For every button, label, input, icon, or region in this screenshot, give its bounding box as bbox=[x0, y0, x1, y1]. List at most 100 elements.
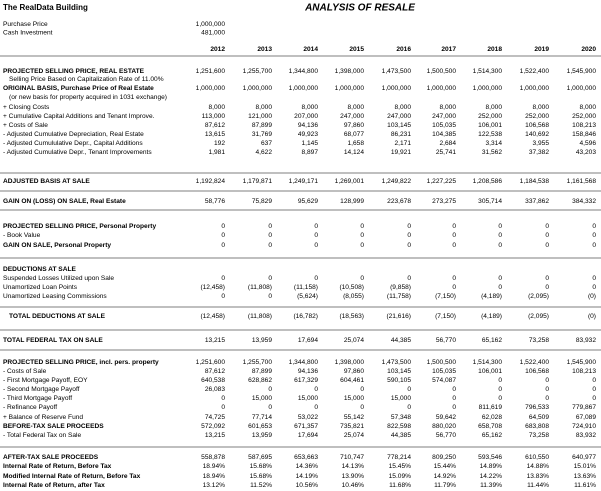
cell: 610,550 bbox=[525, 454, 549, 461]
cell: 121,000 bbox=[248, 113, 272, 120]
cell: (2,095) bbox=[528, 293, 549, 300]
cell: (12,458) bbox=[200, 284, 225, 291]
cell: 14.36% bbox=[296, 463, 319, 470]
cell: 73,258 bbox=[529, 432, 550, 439]
cell: 11.39% bbox=[480, 482, 502, 489]
cell: 572,092 bbox=[201, 423, 225, 430]
cell: 0 bbox=[545, 284, 549, 291]
cell: 11.44% bbox=[527, 482, 549, 489]
row-label: - Costs of Sale bbox=[3, 368, 47, 375]
cell: 0 bbox=[314, 386, 318, 393]
cell: 18.94% bbox=[203, 463, 226, 470]
cell: 0 bbox=[452, 386, 456, 393]
cell: 637 bbox=[261, 140, 272, 147]
cell: 0 bbox=[592, 386, 596, 393]
info-label: Cash Investment bbox=[3, 29, 53, 36]
cell: 1,145 bbox=[301, 140, 318, 147]
cell: 778,214 bbox=[387, 454, 411, 461]
subtitle: ANALYSIS OF RESALE bbox=[304, 3, 415, 14]
cell: 1,000,000 bbox=[196, 85, 226, 92]
cell: 2,171 bbox=[394, 140, 411, 147]
cell: 11.68% bbox=[389, 482, 411, 489]
year-header: 2014 bbox=[303, 46, 318, 53]
cell: 1,398,000 bbox=[335, 68, 365, 75]
cell: (4,189) bbox=[481, 293, 502, 300]
cell: 56,770 bbox=[436, 432, 457, 439]
cell: 653,663 bbox=[294, 454, 318, 461]
cell: 1,255,700 bbox=[243, 359, 273, 366]
cell: 43,203 bbox=[576, 149, 597, 156]
year-header: 2017 bbox=[441, 46, 456, 53]
cell: 14,124 bbox=[344, 149, 365, 156]
cell: 49,923 bbox=[298, 131, 319, 138]
cell: 0 bbox=[221, 223, 225, 230]
cell: 74,725 bbox=[205, 414, 226, 421]
cell: 8,000 bbox=[394, 104, 411, 111]
cell: 13,215 bbox=[205, 432, 226, 439]
cell: (8,055) bbox=[343, 293, 364, 300]
cell: 1,000,000 bbox=[335, 85, 365, 92]
cell: 8,000 bbox=[208, 104, 225, 111]
row-label: ORIGINAL BASIS, Purchase Price of Real E… bbox=[3, 85, 154, 92]
cell: 1,000,000 bbox=[427, 85, 457, 92]
cell: (9,858) bbox=[390, 284, 411, 291]
cell: 68,077 bbox=[344, 131, 365, 138]
cell: 809,250 bbox=[432, 454, 456, 461]
cell: 1,398,000 bbox=[335, 359, 365, 366]
cell: 13,215 bbox=[205, 337, 226, 344]
cell: 1,514,300 bbox=[473, 359, 503, 366]
cell: 94,136 bbox=[298, 122, 319, 129]
cell: 108,213 bbox=[572, 368, 596, 375]
year-header: 2020 bbox=[581, 46, 596, 53]
cell: 13.63% bbox=[574, 473, 597, 480]
cell: 1,249,171 bbox=[289, 178, 319, 185]
cell: 0 bbox=[452, 242, 456, 249]
cell: 67,089 bbox=[576, 414, 597, 421]
cell: (21,616) bbox=[386, 313, 411, 320]
cell: 192 bbox=[214, 140, 225, 147]
cell: 15,000 bbox=[344, 395, 365, 402]
row-label: - Second Mortgage Payoff bbox=[3, 386, 80, 393]
cell: 0 bbox=[221, 242, 225, 249]
cell: 14.22% bbox=[480, 473, 503, 480]
row-label: GAIN ON SALE, Personal Property bbox=[3, 242, 111, 249]
cell: 0 bbox=[314, 404, 318, 411]
cell: 1,251,600 bbox=[196, 359, 226, 366]
cell: 1,249,822 bbox=[382, 178, 412, 185]
cell: 8,000 bbox=[301, 104, 318, 111]
cell: 97,860 bbox=[344, 122, 365, 129]
row-label: (or new basis for property acquired in 1… bbox=[9, 94, 167, 101]
cell: 273,275 bbox=[432, 198, 456, 205]
cell: 628,862 bbox=[248, 377, 272, 384]
cell: 1,000,000 bbox=[289, 85, 319, 92]
cell: 57,348 bbox=[391, 414, 412, 421]
cell: 1,500,500 bbox=[427, 359, 457, 366]
row-label: + Cumulative Capital Additions and Tenan… bbox=[3, 113, 155, 120]
year-header: 2016 bbox=[396, 46, 411, 53]
cell: 37,382 bbox=[529, 149, 550, 156]
cell: (11,808) bbox=[248, 313, 272, 320]
cell: 305,714 bbox=[478, 198, 502, 205]
cell: 86,231 bbox=[391, 131, 412, 138]
info-label: Purchase Price bbox=[3, 21, 48, 28]
row-label: + Costs of Sale bbox=[3, 122, 48, 129]
year-header: 2015 bbox=[349, 46, 364, 53]
cell: 1,344,800 bbox=[289, 68, 319, 75]
cell: 64,509 bbox=[529, 414, 550, 421]
year-header: 2018 bbox=[487, 46, 502, 53]
cell: 1,981 bbox=[208, 149, 225, 156]
cell: 252,000 bbox=[478, 113, 502, 120]
cell: 0 bbox=[498, 242, 502, 249]
row-label: + Balance of Reserve Fund bbox=[3, 414, 83, 421]
row-label: - Adjusted Cumulative Depreciation, Real… bbox=[3, 131, 144, 138]
cell: 1,000,000 bbox=[243, 85, 273, 92]
cell: 3,955 bbox=[532, 140, 549, 147]
cell: 0 bbox=[360, 242, 364, 249]
row-label: DEDUCTIONS AT SALE bbox=[3, 266, 76, 273]
cell: 0 bbox=[360, 232, 364, 239]
cell: 15.68% bbox=[250, 473, 273, 480]
cell: 0 bbox=[221, 275, 225, 282]
cell: 671,357 bbox=[294, 423, 318, 430]
cell: 0 bbox=[268, 404, 272, 411]
row-label: Unamortized Loan Points bbox=[3, 284, 78, 291]
